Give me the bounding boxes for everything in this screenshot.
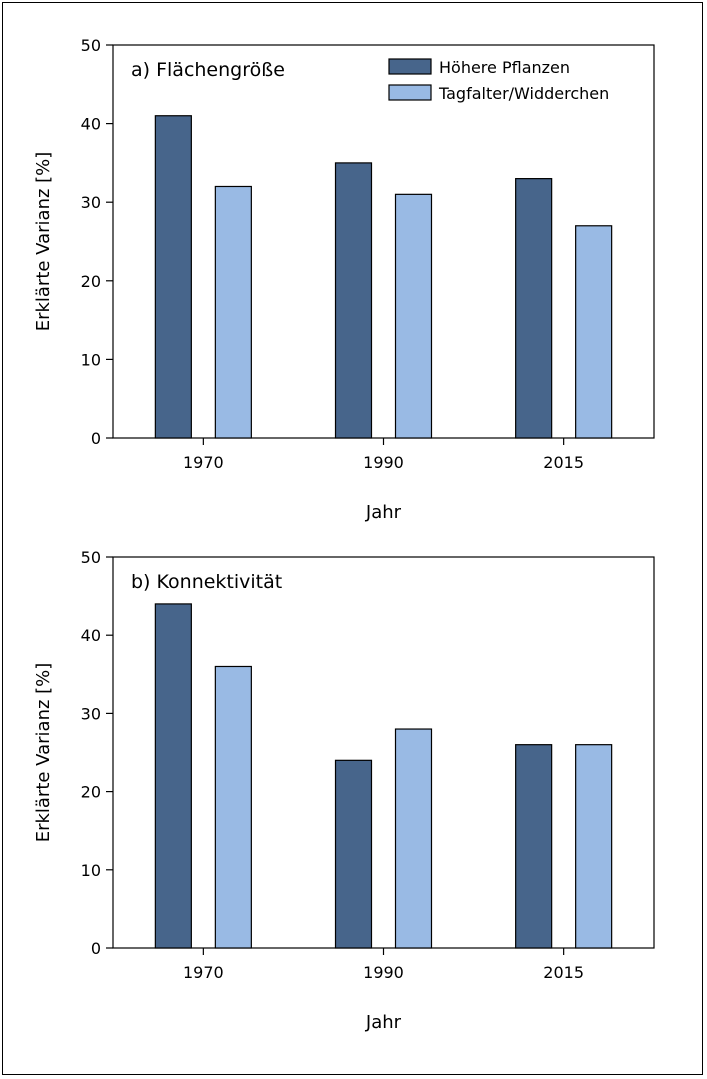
legend-swatch xyxy=(388,84,432,101)
y-tick-label: 30 xyxy=(81,704,101,723)
bar-tagfalter-1970 xyxy=(214,185,252,439)
x-tick-label: 1970 xyxy=(183,963,224,982)
legend-label: Tagfalter/Widderchen xyxy=(438,84,609,103)
x-tick-label: 1970 xyxy=(183,453,224,472)
chart-panel-2: 0 10 20 30 40 50 1970 1990 2015 b) Konnektivität J… xyxy=(33,548,655,1033)
bar-hoehere-pflanzen-1990 xyxy=(334,162,373,439)
y-tick-label: 50 xyxy=(81,548,101,567)
bar-tagfalter-2015 xyxy=(575,225,613,439)
bar-hoehere-pflanzen-1990 xyxy=(334,759,373,949)
legend: Höhere Pflanzen Tagfalter/Widderchen xyxy=(388,58,609,103)
chart-panel-1: 0 10 20 30 40 50 1970 1990 2015 a) Flächengröße Ja… xyxy=(33,36,655,523)
y-tick-label: 10 xyxy=(81,861,101,880)
y-tick-label: 40 xyxy=(81,626,101,645)
x-tick-label: 2015 xyxy=(543,963,584,982)
bar-tagfalter-1970 xyxy=(214,665,252,949)
bar-hoehere-pflanzen-2015 xyxy=(515,178,553,439)
plot-area xyxy=(112,44,655,439)
x-tick-label: 1990 xyxy=(363,453,404,472)
bar-tagfalter-1990 xyxy=(394,728,433,949)
y-axis-label: Erklärte Varianz [%] xyxy=(33,663,54,843)
y-tick-label: 20 xyxy=(81,783,101,802)
y-tick-label: 10 xyxy=(81,350,101,369)
x-axis-label: Jahr xyxy=(365,1012,402,1033)
panel-title: a) Flächengröße xyxy=(131,59,285,81)
bar-charts: 0 10 20 30 40 50 1970 1990 2015 a) Flächengröße Ja… xyxy=(33,36,655,1033)
bar-hoehere-pflanzen-1970 xyxy=(154,115,192,439)
y-axis-label: Erklärte Varianz [%] xyxy=(33,152,54,332)
bar-tagfalter-2015 xyxy=(575,744,613,949)
y-tick-label: 40 xyxy=(81,115,101,134)
x-tick-label: 2015 xyxy=(543,453,584,472)
bar-hoehere-pflanzen-2015 xyxy=(515,744,553,949)
y-tick-label: 0 xyxy=(91,429,101,448)
legend-label: Höhere Pflanzen xyxy=(439,58,570,77)
x-tick-label: 1990 xyxy=(363,963,404,982)
y-tick-label: 50 xyxy=(81,36,101,55)
panel-title: b) Konnektivität xyxy=(131,571,282,593)
plot-area xyxy=(112,556,655,949)
x-axis-label: Jahr xyxy=(365,502,402,523)
legend-swatch xyxy=(388,58,432,75)
bar-hoehere-pflanzen-1970 xyxy=(154,603,192,949)
y-tick-label: 0 xyxy=(91,939,101,958)
y-tick-label: 20 xyxy=(81,272,101,291)
bar-tagfalter-1990 xyxy=(394,193,433,439)
y-tick-label: 30 xyxy=(81,193,101,212)
